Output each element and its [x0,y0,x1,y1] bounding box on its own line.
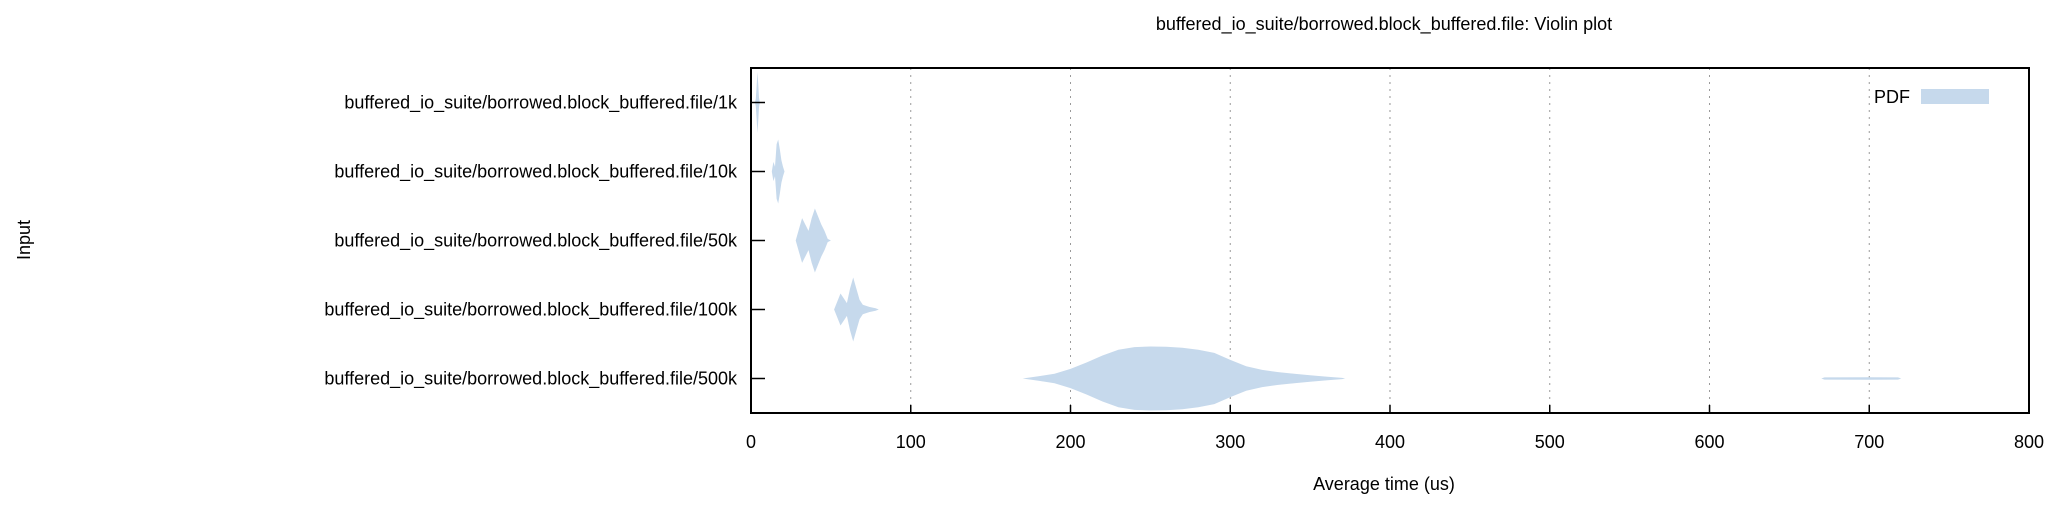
x-axis-label: Average time (us) [1313,474,1455,494]
x-tick-label: 500 [1535,432,1565,452]
violin-group [755,72,1902,411]
x-tick-label: 600 [1694,432,1724,452]
x-tick-label: 300 [1215,432,1245,452]
plot-frame [750,67,2030,414]
y-tick-label: buffered_io_suite/borrowed.block_buffere… [324,300,738,321]
y-axis-label: Input [14,220,34,260]
x-tick-label: 800 [2014,432,2044,452]
grid-lines [910,68,1870,413]
violin-shape [795,208,831,273]
violin-shape [834,277,879,342]
legend-swatch [1921,89,1989,104]
legend-label: PDF [1874,87,1910,107]
chart-title: buffered_io_suite/borrowed.block_buffere… [1156,14,1612,35]
y-tick-label: buffered_io_suite/borrowed.block_buffere… [324,369,738,390]
x-tick-label: 400 [1375,432,1405,452]
y-tick-label: buffered_io_suite/borrowed.block_buffere… [344,93,738,114]
violin-shape [771,139,785,204]
y-tick-label: buffered_io_suite/borrowed.block_buffere… [334,162,738,183]
x-tick-label: 100 [896,432,926,452]
x-tick-label: 200 [1055,432,1085,452]
violin-shape [1022,346,1902,411]
x-tick-group: 0 100 200 300 400 500 600 700 800 [746,405,2044,452]
legend: PDF [1874,87,1989,107]
x-tick-label: 0 [746,432,756,452]
x-tick-label: 700 [1854,432,1884,452]
y-tick-label: buffered_io_suite/borrowed.block_buffere… [334,231,738,252]
y-tick-group: buffered_io_suite/borrowed.block_buffere… [324,93,765,390]
